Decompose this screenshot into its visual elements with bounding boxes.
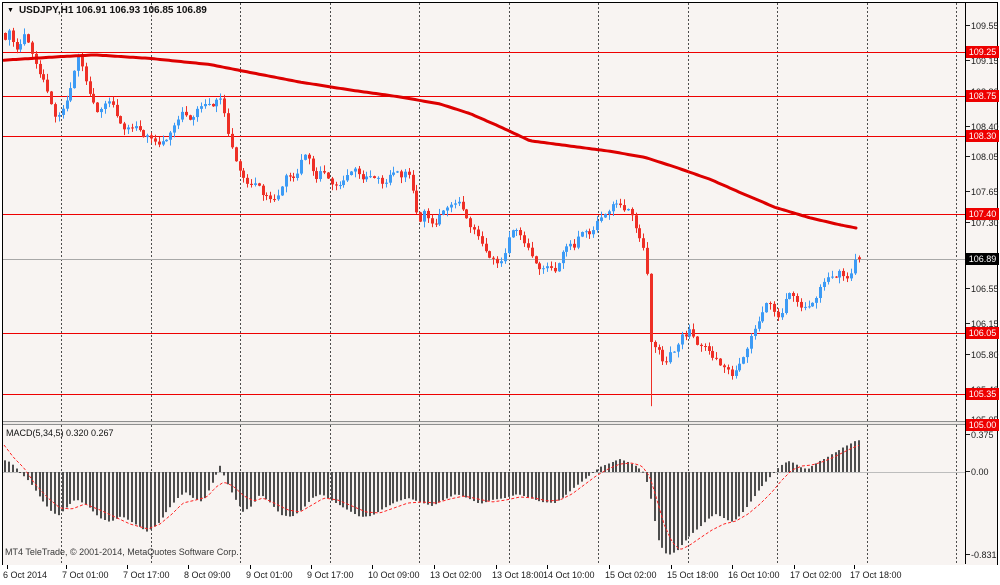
time-tick (188, 565, 189, 569)
time-label: 16 Oct 10:00 (728, 570, 780, 580)
time-label: 17 Oct 18:00 (850, 570, 902, 580)
time-tick (794, 565, 795, 569)
price-level-badge: 105.35 (966, 387, 999, 400)
time-tick (854, 565, 855, 569)
time-label: 6 Oct 2014 (3, 570, 48, 580)
time-label: 7 Oct 01:00 (62, 570, 109, 580)
price-axis-label: 108.05 (966, 152, 999, 162)
macd-axis-label: 0.375 (966, 430, 994, 440)
time-label: 14 Oct 10:00 (543, 570, 595, 580)
time-tick (547, 565, 548, 569)
time-label: 10 Oct 09:00 (368, 570, 420, 580)
time-tick (7, 565, 8, 569)
price-level-badge: 108.30 (966, 129, 999, 142)
price-level-badge: 109.25 (966, 46, 999, 59)
time-label: 9 Oct 01:00 (246, 570, 293, 580)
price-axis-label: 106.55 (966, 284, 999, 294)
time-label: 15 Oct 18:00 (667, 570, 719, 580)
time-tick (732, 565, 733, 569)
current-price-badge: 106.89 (966, 253, 999, 266)
symbol-dropdown-icon[interactable]: ▼ (7, 7, 14, 14)
time-tick (66, 565, 67, 569)
chart-title: ▼ USDJPY,H1 106.91 106.93 106.85 106.89 (7, 5, 207, 16)
price-axis-separator-line (965, 2, 966, 564)
macd-axis-label: 0.00 (966, 467, 989, 477)
price-level-badge: 107.40 (966, 208, 999, 221)
price-level-badge: 108.75 (966, 90, 999, 103)
time-tick (609, 565, 610, 569)
copyright-text: MT4 TeleTrade, © 2001-2014, MetaQuotes S… (5, 547, 239, 557)
time-label: 15 Oct 02:00 (605, 570, 657, 580)
panel-splitter[interactable] (3, 421, 965, 425)
price-level-badge: 106.05 (966, 326, 999, 339)
time-label: 13 Oct 18:00 (492, 570, 544, 580)
time-tick (671, 565, 672, 569)
time-tick (311, 565, 312, 569)
time-label: 8 Oct 09:00 (184, 570, 231, 580)
price-axis-label: 107.30 (966, 218, 999, 228)
time-label: 13 Oct 02:00 (430, 570, 482, 580)
time-label: 7 Oct 17:00 (123, 570, 170, 580)
chart-title-text: USDJPY,H1 106.91 106.93 106.85 106.89 (18, 5, 207, 16)
price-axis-label: 105.80 (966, 350, 999, 360)
price-axis-label: 106.15 (966, 319, 999, 329)
time-axis[interactable]: 6 Oct 2014 7 Oct 01:00 7 Oct 17:00 8 Oct 09… (0, 565, 1000, 585)
price-axis-label: 109.55 (966, 21, 999, 31)
time-tick (127, 565, 128, 569)
time-tick (250, 565, 251, 569)
macd-axis-label: -0.831 (966, 550, 997, 560)
price-axis-label: 108.40 (966, 122, 999, 132)
time-label: 9 Oct 17:00 (307, 570, 354, 580)
time-label: 17 Oct 02:00 (790, 570, 842, 580)
main-chart-canvas[interactable] (3, 3, 965, 421)
price-axis-label: 109.15 (966, 56, 999, 66)
time-tick (496, 565, 497, 569)
macd-indicator-canvas[interactable] (3, 425, 965, 564)
price-axis-label: 107.65 (966, 187, 999, 197)
price-level-badge: 105.00 (966, 418, 999, 431)
macd-label: MACD(5,34,5) 0.320 0.267 (6, 428, 114, 438)
time-tick (372, 565, 373, 569)
time-tick (434, 565, 435, 569)
